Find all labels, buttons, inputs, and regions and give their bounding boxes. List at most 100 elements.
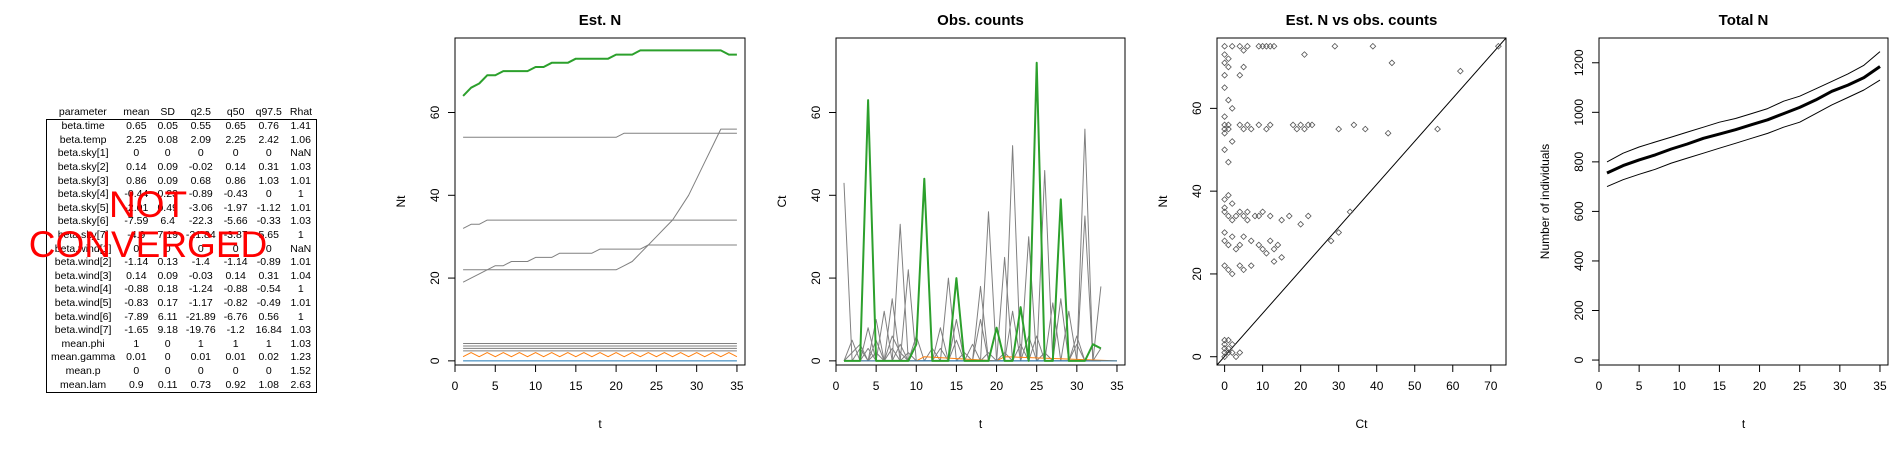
table-cell: 0.65 [225, 120, 246, 133]
scatter-point [1236, 121, 1244, 129]
scatter-point [1251, 212, 1259, 220]
table-cell: -0.89 [188, 188, 213, 201]
scatter-point [1221, 262, 1228, 270]
scatter-point [1457, 67, 1464, 75]
column-header-rhat: Rhat [289, 106, 313, 118]
table-cell: 1.41 [290, 120, 311, 133]
table-cell: -1.14 [124, 256, 149, 269]
x-tick-label: 25 [650, 379, 664, 393]
table-cell: -0.89 [256, 256, 281, 269]
table-cell: -7.59 [124, 215, 149, 228]
x-tick-label: 25 [1030, 379, 1044, 393]
y-tick-label: 1200 [1572, 49, 1586, 76]
scatter-point [1301, 51, 1308, 58]
scatter-point [1221, 113, 1228, 121]
scatter-point [1384, 129, 1392, 137]
y-tick-label: 0 [1572, 356, 1586, 363]
scatter-point [1228, 105, 1236, 112]
plot-frame [454, 37, 746, 366]
table-cell: -21.84 [185, 229, 216, 242]
scatter-point [1350, 121, 1358, 129]
y-axis-label: Nt [394, 195, 408, 208]
table-row: beta.wind[3] 0.14 0.09 -0.03 0.14 0.31 1.04 [47, 270, 317, 284]
scatter-point [1232, 212, 1240, 220]
table-cell: beta.temp [59, 133, 107, 146]
table-cell: -1.65 [124, 324, 149, 337]
scatter-point [1228, 270, 1236, 278]
table-cell: 0.23 [157, 188, 178, 201]
table-cell: -1.4 [191, 256, 210, 269]
table-cell: 1 [297, 188, 304, 201]
table-cell: 0 [265, 364, 272, 377]
x-tick-label: 30 [1833, 379, 1847, 393]
table-cell: -3.87 [223, 229, 248, 242]
x-tick-label: 30 [1070, 379, 1084, 393]
table-row: beta.sky[3] 0.86 0.09 0.68 0.86 1.03 1.01 [47, 174, 317, 188]
x-axis-label: t [1742, 417, 1746, 431]
table-cell: -22.3 [188, 215, 213, 228]
table-cell: 0.01 [190, 351, 212, 364]
parameter-summary-table: parameter mean SD q2.5 q50 q97.5 Rhat beta.tim… [46, 105, 317, 393]
table-cell: 0.76 [258, 120, 279, 133]
scatter-point [1232, 245, 1240, 253]
x-tick-label: 0 [1221, 379, 1228, 393]
scatter-point [1247, 125, 1255, 133]
table-cell: 1.06 [290, 133, 311, 146]
chart-title: Obs. counts [937, 12, 1024, 29]
chart-1: Est. N t Nt 0 5 10 15 20 25 30 35 0 20 40 60 [394, 12, 746, 431]
y-tick-label: 20 [428, 271, 442, 285]
y-tick-label: 20 [809, 271, 823, 285]
table-row: beta.wind[7] -1.65 9.18 -19.76 -1.2 16.84 1.03 [47, 324, 317, 338]
table-cell: NaN [290, 147, 312, 160]
scatter-point [1266, 121, 1274, 129]
table-cell: 0.14 [225, 161, 246, 174]
chart-4: Total N t Number of individuals 0 5 10 15 20 25 3… [1538, 12, 1889, 431]
table-cell: beta.sky[4] [57, 188, 109, 201]
table-cell: 0.68 [190, 174, 212, 187]
scatter-point [1228, 216, 1236, 224]
table-cell: 1 [232, 337, 239, 350]
table-cell: 0.02 [258, 351, 279, 364]
scatter-point [1221, 336, 1228, 344]
table-cell: 2.25 [225, 133, 246, 146]
table-cell: 1.03 [258, 174, 279, 187]
table-cell: 0.55 [190, 120, 212, 133]
scatter-point [1240, 212, 1247, 220]
table-cell: 1 [265, 337, 272, 350]
scatter-point [1255, 42, 1263, 50]
scatter-point [1285, 212, 1293, 220]
scatter-point [1240, 63, 1247, 71]
table-cell: -0.03 [188, 269, 213, 282]
plot-area [843, 61, 1118, 362]
x-tick-label: 30 [690, 379, 704, 393]
scatter-point [1221, 229, 1228, 236]
scatter-point [1247, 262, 1255, 270]
table-cell: 2.63 [290, 378, 311, 391]
scatter-point [1225, 121, 1232, 129]
series-line [462, 49, 737, 97]
table-cell: 0.17 [157, 297, 178, 310]
table-cell: beta.wind[6] [54, 310, 112, 323]
x-axis-label: Ct [1356, 417, 1369, 431]
scatter-point [1244, 42, 1251, 50]
scatter-point [1244, 121, 1251, 129]
series-line [462, 219, 737, 229]
y-tick-label: 1000 [1572, 99, 1586, 126]
table-cell: 0 [197, 364, 204, 377]
x-tick-label: 10 [529, 379, 543, 393]
table-row: beta.wind[4] -0.88 0.18 -1.24 -0.88 -0.54 1 [47, 283, 317, 297]
table-cell: -0.54 [256, 283, 281, 296]
scatter-point [1221, 59, 1228, 67]
table-cell: 1 [133, 337, 140, 350]
scatter-point [1263, 125, 1270, 133]
table-cell: 0.09 [157, 161, 178, 174]
table-cell: 0 [232, 147, 239, 160]
scatter-point [1221, 345, 1228, 352]
table-cell: 1.03 [290, 324, 311, 337]
table-cell: 0 [164, 351, 171, 364]
table-cell: 0 [133, 364, 140, 377]
table-cell: -19.76 [185, 324, 216, 337]
scatter-point [1495, 42, 1502, 50]
column-header-q50: q50 [226, 106, 245, 118]
scatter-point [1361, 125, 1369, 133]
